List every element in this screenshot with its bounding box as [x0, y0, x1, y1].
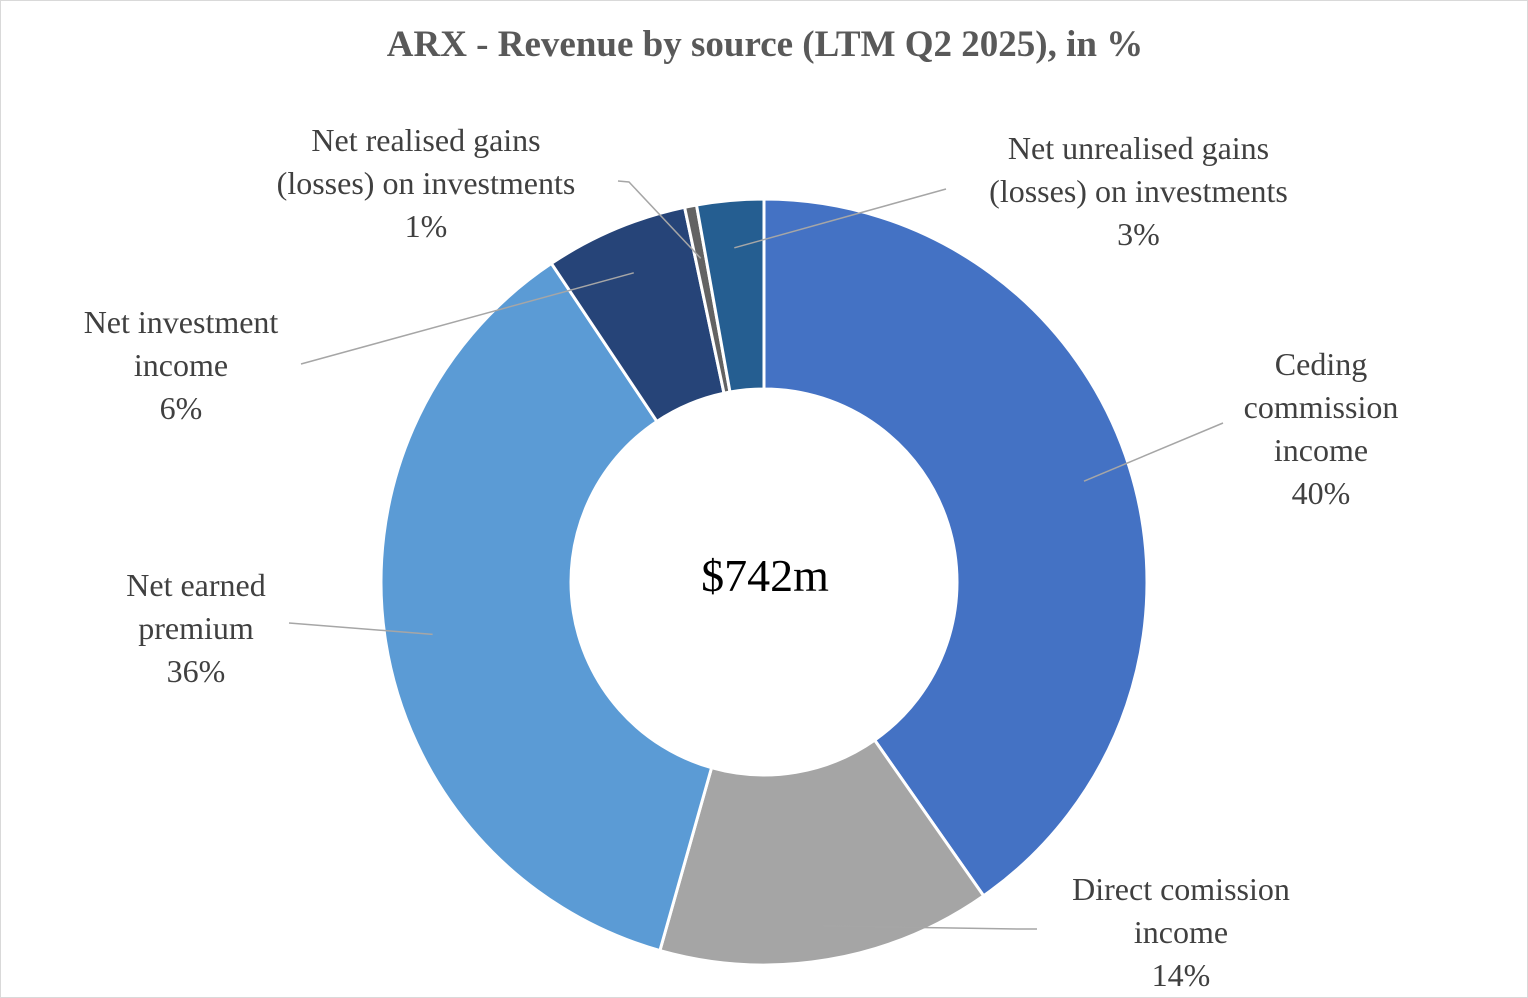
- value-label: 40%: [1291, 475, 1351, 511]
- label-line: (losses) on investments: [276, 165, 576, 201]
- donut-slice-direct: [658, 738, 986, 967]
- leader-line-invest: [300, 272, 634, 365]
- value-label: 3%: [1117, 216, 1160, 252]
- leader-lines: [288, 180, 1224, 930]
- leader-line-direct: [822, 925, 1037, 930]
- label-line: income: [1133, 914, 1229, 950]
- donut-slices: [379, 197, 1149, 967]
- slice-label-net-investment-income: Net investment income 6%: [51, 301, 311, 430]
- label-line: Ceding: [1274, 346, 1368, 382]
- label-line: commission: [1243, 389, 1399, 425]
- chart-title: ARX - Revenue by source (LTM Q2 2025), i…: [386, 24, 1144, 65]
- leader-line-ceding: [1083, 422, 1224, 482]
- label-line: Net unrealised gains: [1007, 130, 1270, 166]
- slice-label-ceding-commission: Ceding commission income 40%: [1191, 343, 1451, 515]
- value-label: 6%: [159, 390, 203, 426]
- slice-label-direct-commission: Direct comission income 14%: [1031, 868, 1331, 997]
- label-line: (losses) on investments: [989, 173, 1288, 209]
- donut-slice-earned: [379, 261, 714, 953]
- label-line: income: [1273, 432, 1369, 468]
- value-label: 36%: [166, 653, 226, 689]
- label-line: premium: [138, 610, 254, 646]
- slice-label-net-earned-premium: Net earned premium 36%: [81, 564, 311, 693]
- donut-slice-unrealised: [694, 197, 766, 394]
- leader-line-realised: [617, 180, 702, 259]
- label-line: Direct comission: [1072, 871, 1290, 907]
- leader-line-earned: [288, 622, 433, 636]
- value-label: 1%: [404, 208, 448, 244]
- center-total-label: $742m: [701, 550, 829, 601]
- label-line: Net realised gains: [311, 122, 541, 158]
- leader-line-unrealised: [734, 188, 947, 249]
- label-line: income: [133, 347, 229, 383]
- donut-slice-ceding: [762, 197, 1149, 898]
- slice-label-net-unrealised-gains: Net unrealised gains (losses) on investm…: [946, 127, 1331, 256]
- label-line: Net earned: [126, 567, 266, 603]
- slice-label-net-realised-gains: Net realised gains (losses) on investmen…: [236, 119, 616, 248]
- value-label: 14%: [1151, 957, 1211, 993]
- label-line: Net investment: [83, 304, 279, 340]
